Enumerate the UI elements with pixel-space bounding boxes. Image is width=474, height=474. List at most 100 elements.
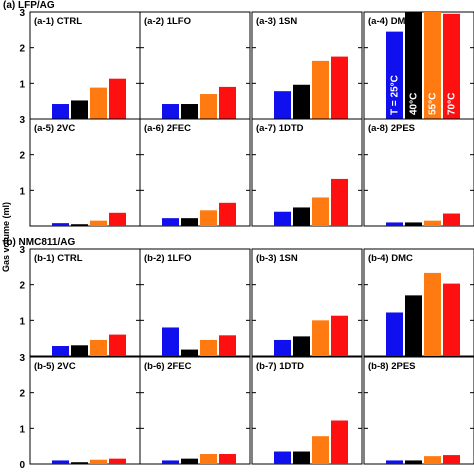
bar — [293, 336, 310, 356]
panel-a-4: T = 25°C 40°C 55°C 70°C (a-4) DMC — [363, 11, 474, 120]
bar — [424, 220, 441, 226]
panel-title: (b-4) DMC — [368, 253, 413, 264]
panel-title: (a-7) 1DTD — [256, 123, 304, 134]
panel-b-6: (b-6) 2FEC — [139, 356, 251, 465]
bar — [405, 222, 422, 226]
panel-a-6: (a-6) 2FEC — [139, 118, 251, 227]
bar — [181, 218, 198, 226]
panel-frame — [363, 356, 474, 465]
panel-title: (b-5) 2VC — [34, 361, 76, 372]
bar — [52, 223, 69, 226]
y-tick-label: 2 — [19, 44, 25, 55]
panel-a-7: (a-7) 1DTD — [251, 118, 363, 227]
bar — [219, 202, 236, 226]
bar — [386, 312, 403, 356]
legend-label: 70°C — [447, 93, 458, 115]
bar — [52, 460, 69, 464]
panel-title: (a-6) 2FEC — [144, 123, 191, 134]
y-tick-label: 0 — [19, 460, 25, 471]
legend-label: T = 25°C — [390, 75, 401, 115]
panel-b-2: (b-2) 1LFO — [139, 248, 251, 357]
panel-a-8: (a-8) 2PES — [363, 118, 474, 227]
bar — [386, 222, 403, 226]
bar — [52, 104, 69, 119]
panel-title: (a-2) 1LFO — [144, 16, 191, 27]
panel-frame — [29, 356, 141, 465]
bar — [162, 460, 179, 464]
y-tick-label: 3 — [19, 8, 25, 19]
panel-title: (a-5) 2VC — [34, 123, 75, 134]
y-tick-label: 3 — [19, 245, 25, 256]
bar — [331, 420, 348, 464]
bar — [424, 272, 441, 356]
panel-title: (b-1) CTRL — [34, 253, 83, 264]
bar — [109, 78, 126, 119]
bar — [109, 334, 126, 356]
bar — [443, 213, 460, 226]
bar — [424, 12, 441, 119]
bar — [109, 212, 126, 226]
bar — [274, 339, 291, 356]
bar — [90, 339, 107, 356]
bar — [71, 345, 88, 356]
bar — [405, 460, 422, 464]
bar — [443, 455, 460, 464]
panel-title: (b-7) 1DTD — [256, 361, 304, 372]
bar — [443, 283, 460, 356]
bar — [200, 454, 217, 464]
bar — [162, 104, 179, 119]
bar — [386, 460, 403, 464]
bar — [312, 320, 329, 356]
y-tick-label: 2 — [19, 151, 25, 162]
panel-frame — [29, 118, 141, 227]
panel-b-8: (b-8) 2PES — [363, 356, 474, 465]
y-tick-label: 1 — [19, 186, 25, 197]
panel-title: (a-1) CTRL — [34, 16, 82, 27]
y-tick-label: 3 — [19, 353, 25, 364]
bar — [274, 211, 291, 226]
bar — [386, 31, 403, 119]
panel-title: (b-8) 2PES — [368, 361, 416, 372]
panel-b-7: (b-7) 1DTD — [251, 356, 363, 465]
panel-a-3: (a-3) 1SN — [251, 11, 363, 120]
bar — [162, 327, 179, 356]
panel-title: (a-4) DMC — [368, 16, 412, 27]
bar — [200, 339, 217, 356]
legend-label: 55°C — [428, 93, 439, 115]
bar — [312, 197, 329, 226]
bar — [181, 104, 198, 119]
bar — [219, 86, 236, 119]
bar — [109, 458, 126, 464]
bar — [52, 346, 69, 356]
bar — [181, 458, 198, 464]
panel-frame — [363, 118, 474, 227]
bar — [162, 218, 179, 226]
panel-title: (b-6) 2FEC — [144, 361, 192, 372]
bar — [293, 207, 310, 226]
panel-a-5: 1 2 3 (a-5) 2VC — [19, 115, 141, 227]
y-tick-label: 1 — [19, 79, 25, 90]
bar — [90, 459, 107, 464]
y-tick-label: 3 — [19, 115, 25, 126]
bar — [71, 224, 88, 226]
bar — [293, 451, 310, 464]
bar — [219, 454, 236, 464]
bar — [331, 315, 348, 356]
panel-b-3: (b-3) 1SN — [251, 248, 363, 357]
bar — [274, 451, 291, 464]
y-tick-label: 1 — [19, 316, 25, 327]
section-b-title: (b) NMC811/AG — [3, 237, 75, 248]
section-a-title: (a) LFP/AG — [3, 0, 55, 11]
bar — [405, 295, 422, 356]
panel-b-1: 1 2 3 (b-1) CTRL — [19, 245, 141, 357]
panel-a-1: 1 2 3 (a-1) CTRL — [19, 8, 141, 120]
bar — [71, 100, 88, 119]
bar — [424, 456, 441, 464]
panel-title: (b-3) 1SN — [256, 253, 298, 264]
bar — [181, 349, 198, 356]
panel-frame — [139, 356, 251, 465]
y-axis-label: Gas volume (ml) — [1, 202, 11, 272]
panel-b-4: (b-4) DMC — [363, 248, 474, 357]
y-tick-label: 1 — [19, 424, 25, 435]
